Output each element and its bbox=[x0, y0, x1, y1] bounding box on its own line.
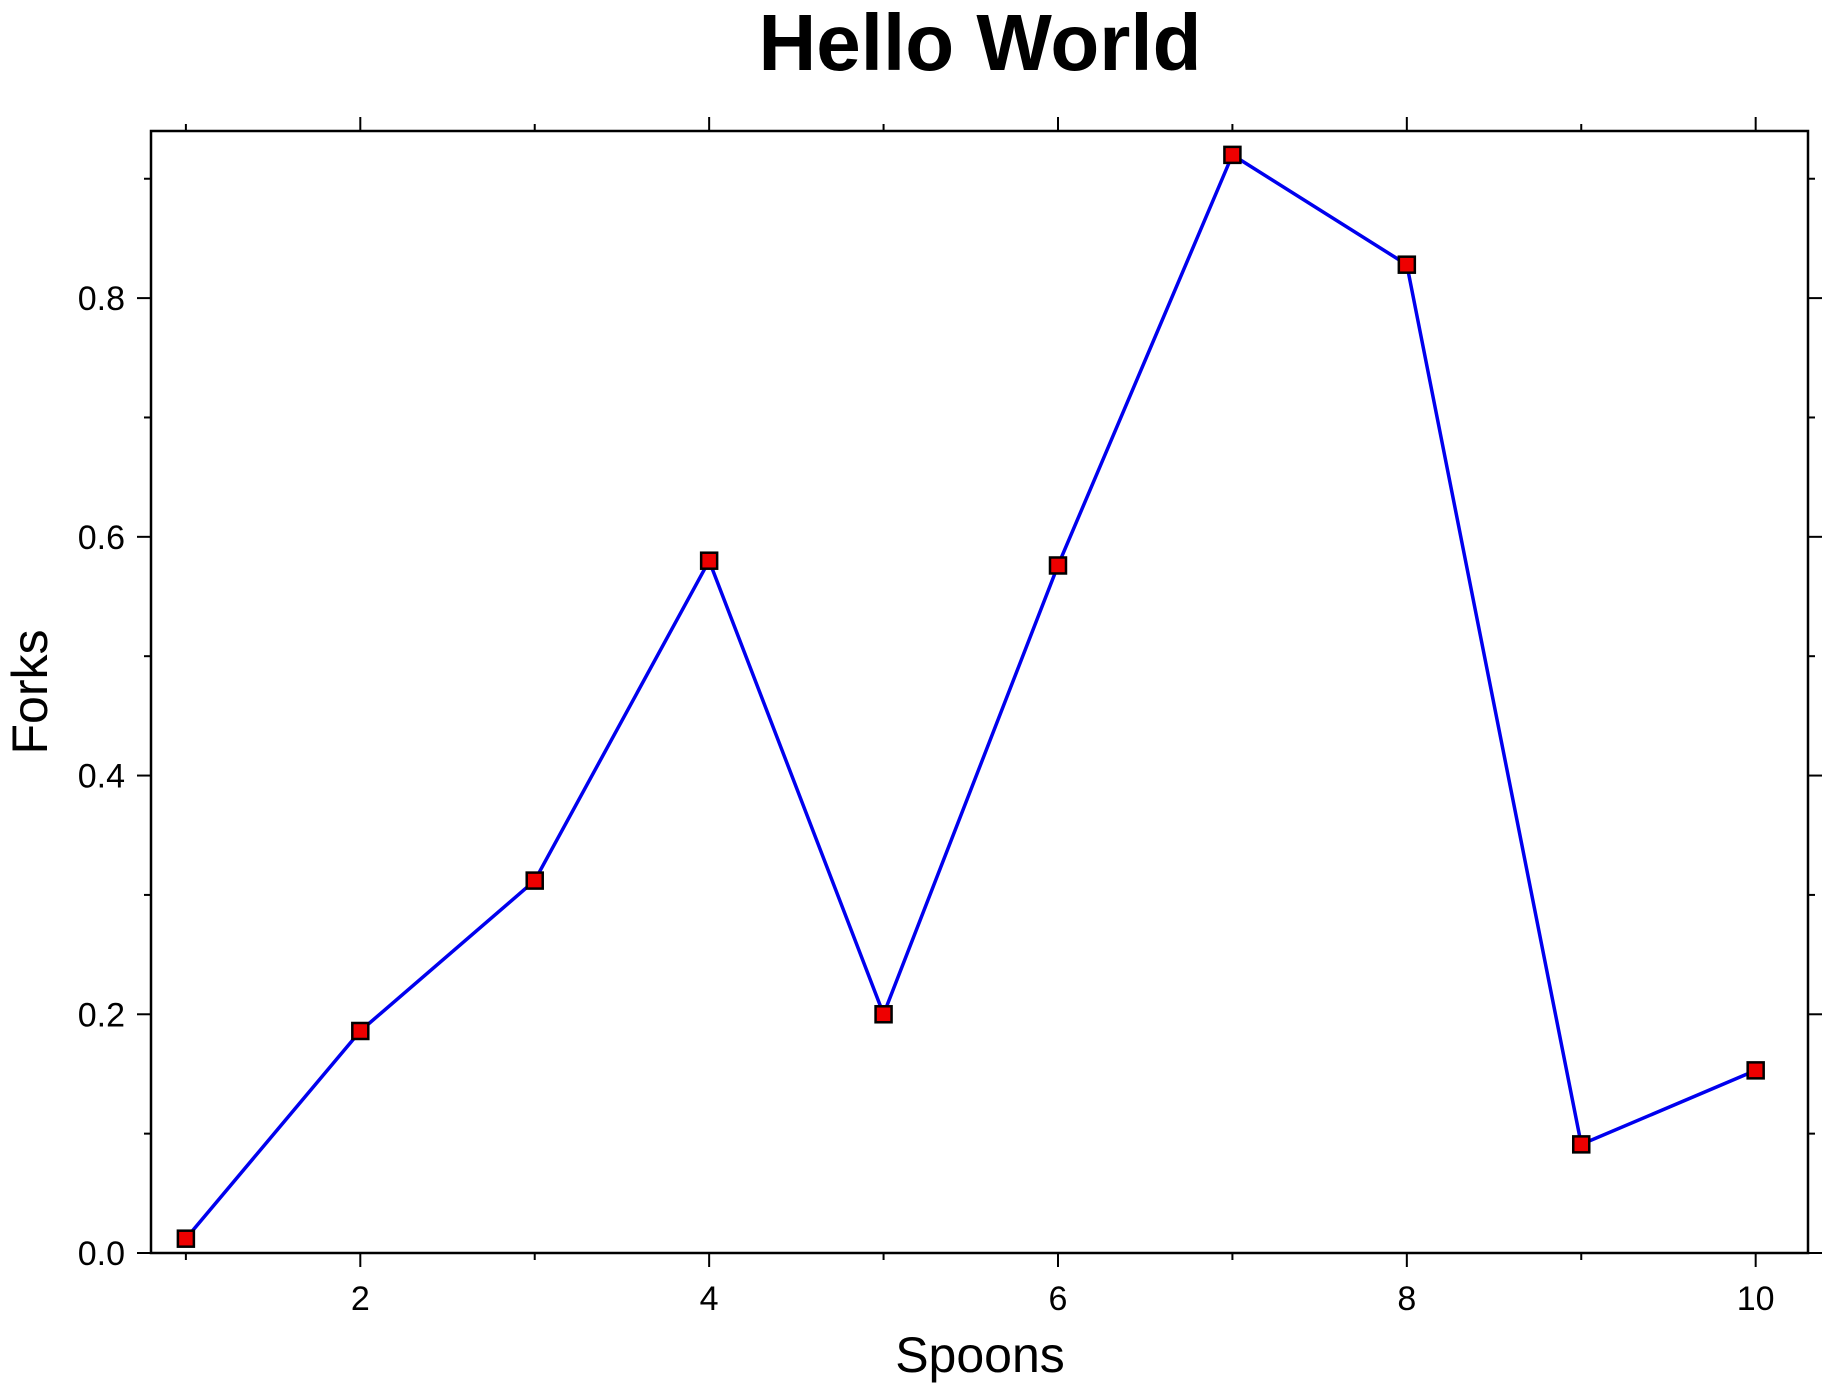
y-tick-label: 0.6 bbox=[78, 519, 125, 557]
y-tick-label: 0.4 bbox=[78, 758, 125, 796]
y-tick-label: 0.0 bbox=[78, 1235, 125, 1273]
y-tick-label: 0.8 bbox=[78, 280, 125, 318]
data-point bbox=[351, 1021, 370, 1041]
y-axis-label: Forks bbox=[2, 630, 58, 755]
x-axis-label: Spoons bbox=[895, 1327, 1065, 1383]
data-point bbox=[1223, 145, 1242, 165]
series-line bbox=[184, 153, 1757, 1240]
x-tick-label: 4 bbox=[700, 1280, 719, 1318]
data-point bbox=[699, 551, 719, 570]
y-tick-label: 0.2 bbox=[78, 996, 125, 1034]
y-axis: 0.0 0.2 0.4 0.6 0.8 bbox=[78, 177, 1822, 1273]
x-axis: 2 4 6 8 10 bbox=[184, 117, 1775, 1318]
data-point bbox=[1048, 556, 1068, 575]
data-point bbox=[1572, 1135, 1591, 1154]
data-point bbox=[1397, 255, 1417, 274]
x-tick-label: 10 bbox=[1737, 1280, 1775, 1318]
series-group bbox=[176, 145, 1765, 1248]
x-tick-label: 2 bbox=[351, 1280, 370, 1318]
data-point bbox=[176, 1229, 196, 1248]
data-point bbox=[874, 1005, 893, 1024]
data-point bbox=[525, 871, 544, 890]
x-tick-label: 8 bbox=[1397, 1280, 1416, 1318]
chart-title: Hello World bbox=[759, 0, 1202, 87]
data-point bbox=[1746, 1061, 1765, 1080]
plot-frame bbox=[149, 129, 1810, 1255]
x-tick-label: 6 bbox=[1049, 1280, 1068, 1318]
